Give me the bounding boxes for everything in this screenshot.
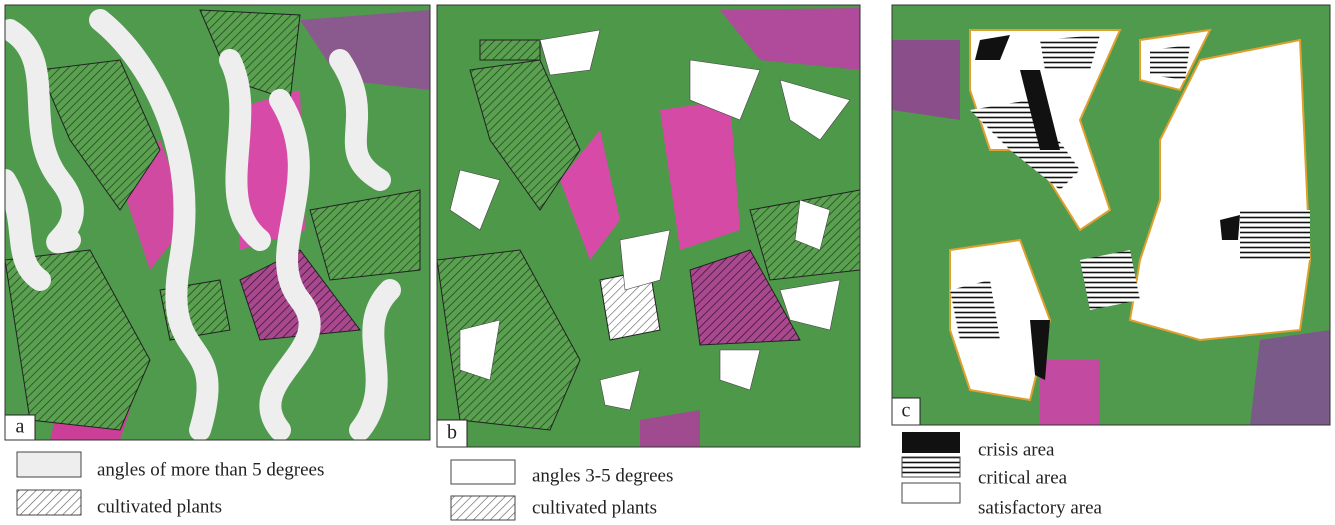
panel-label: c	[902, 400, 911, 422]
legend-text: critical area	[978, 467, 1068, 488]
legend-text: angles of more than 5 degrees	[97, 459, 324, 480]
legend-text: angles 3-5 degrees	[532, 465, 673, 486]
legend-swatch	[902, 483, 960, 503]
legend-swatch	[451, 496, 515, 520]
legend-text: crisis area	[978, 439, 1055, 460]
legend-c: crisis area critical area satisfactory a…	[902, 432, 1103, 518]
legend-swatch	[17, 490, 81, 515]
legend-a: angles of more than 5 degrees cultivated…	[17, 452, 324, 517]
legend-swatch	[902, 457, 960, 477]
legend-text: cultivated plants	[97, 496, 222, 517]
legend-text: satisfactory area	[978, 497, 1103, 518]
legend-swatch	[17, 452, 81, 477]
panel-label: a	[16, 416, 25, 438]
legend-text: cultivated plants	[532, 497, 657, 518]
legend-swatch	[451, 460, 515, 484]
legend-b: angles 3-5 degrees cultivated plants	[451, 460, 673, 520]
map-panel-c: c	[892, 5, 1330, 425]
map-panel-b: b	[437, 5, 860, 447]
map-panel-a: a	[5, 5, 430, 440]
legend-swatch	[902, 432, 960, 453]
panel-label: b	[447, 422, 457, 444]
figure: a b	[0, 0, 1335, 525]
